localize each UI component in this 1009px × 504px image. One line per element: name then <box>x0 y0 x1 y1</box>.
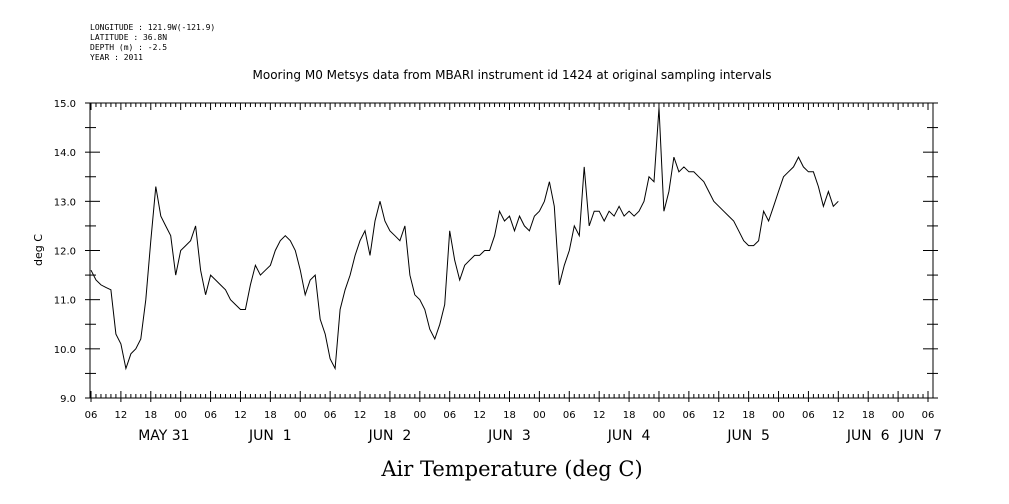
x-day-label: JUN 7 <box>898 428 942 444</box>
y-tick-label: 14.0 <box>54 148 76 159</box>
y-tick-label: 11.0 <box>54 296 76 307</box>
x-hour-label: 06 <box>324 410 337 421</box>
x-hour-label: 00 <box>772 410 785 421</box>
x-day-label: JUN 5 <box>726 428 770 444</box>
x-hour-label: 06 <box>802 410 815 421</box>
x-hour-label: 06 <box>204 410 217 421</box>
x-hour-label: 06 <box>443 410 456 421</box>
x-hour-label: 12 <box>234 410 247 421</box>
x-hour-label: 12 <box>354 410 367 421</box>
y-tick-label: 10.0 <box>54 345 76 356</box>
x-hour-label: 00 <box>294 410 307 421</box>
x-hour-label: 06 <box>85 410 98 421</box>
chart-title: Mooring M0 Metsys data from MBARI instru… <box>253 68 772 82</box>
x-hour-label: 18 <box>264 410 277 421</box>
header-year: YEAR : 2011 <box>90 53 143 62</box>
x-hour-label: 12 <box>115 410 128 421</box>
x-hour-label: 12 <box>712 410 725 421</box>
x-day-label: JUN 1 <box>248 428 292 444</box>
x-axis-label: Air Temperature (deg C) <box>380 457 642 481</box>
x-hour-label: 06 <box>682 410 695 421</box>
x-hour-label: 06 <box>563 410 576 421</box>
x-hour-label: 12 <box>473 410 486 421</box>
y-axis-label: deg C <box>32 234 45 266</box>
x-hour-label: 18 <box>623 410 636 421</box>
x-hour-label: 18 <box>862 410 875 421</box>
x-day-label: JUN 2 <box>368 428 412 444</box>
plot-frame <box>89 102 934 399</box>
x-day-label: JUN 3 <box>487 428 531 444</box>
header-longitude: LONGITUDE : 121.9W(-121.9) <box>90 23 215 32</box>
x-day-label: MAY 31 <box>138 428 189 444</box>
x-hour-label: 00 <box>533 410 546 421</box>
x-hour-label: 00 <box>653 410 666 421</box>
x-hour-label: 18 <box>144 410 157 421</box>
x-hour-label: 18 <box>503 410 516 421</box>
series-line-air-temperature <box>90 107 839 371</box>
y-tick-label: 12.0 <box>54 247 76 258</box>
y-tick-label: 15.0 <box>54 99 76 110</box>
axis-labels: 9.0 10.0 11.0 12.0 13.0 14.0 15.0 06 12 18 00 06 12 1… <box>54 99 942 444</box>
header-latitude: LATITUDE : 36.8N <box>90 33 167 42</box>
x-day-label: JUN 4 <box>607 428 651 444</box>
x-hour-label: 18 <box>384 410 397 421</box>
x-hour-label: 12 <box>593 410 606 421</box>
x-hour-label: 18 <box>742 410 755 421</box>
x-day-label: JUN 6 <box>846 428 890 444</box>
y-tick-label: 9.0 <box>60 394 76 405</box>
axis-ticks <box>85 102 938 402</box>
x-hour-label: 00 <box>892 410 905 421</box>
header-depth: DEPTH (m) : -2.5 <box>90 43 167 52</box>
y-tick-label: 13.0 <box>54 197 76 208</box>
x-hour-label: 00 <box>174 410 187 421</box>
x-hour-label: 00 <box>413 410 426 421</box>
x-hour-label: 06 <box>922 410 935 421</box>
x-hour-label: 12 <box>832 410 845 421</box>
